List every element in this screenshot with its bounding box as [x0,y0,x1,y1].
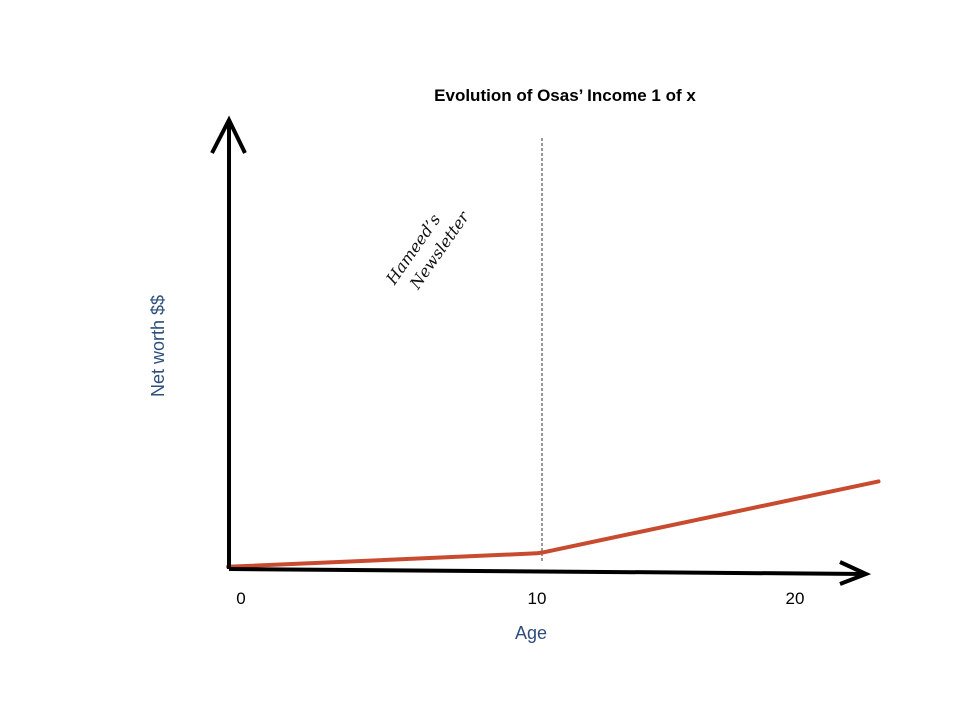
x-axis-label: Age [515,623,547,643]
x-axis-arrow-icon [839,560,872,586]
x-tick-label: 0 [236,589,245,608]
y-axis-label: Net worth $$ [148,295,168,397]
x-axis [228,567,867,576]
watermark: Hameed’s Newsletter [382,207,474,293]
x-tick-label: 20 [786,589,805,608]
x-tick-label: 10 [528,589,547,608]
series-line [226,479,881,569]
chart-title: Evolution of Osas’ Income 1 of x [434,86,696,105]
y-axis-arrow-icon [210,115,247,154]
